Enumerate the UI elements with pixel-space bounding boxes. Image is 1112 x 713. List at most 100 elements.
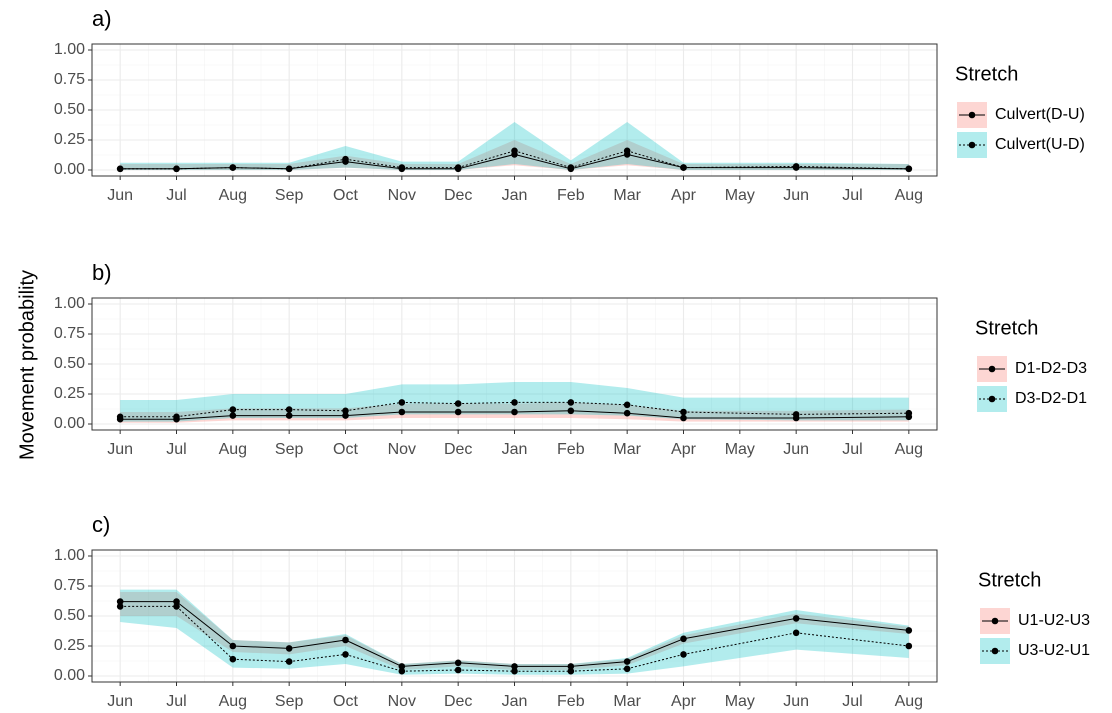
x-tick-label: Sep bbox=[275, 441, 304, 458]
line-segment bbox=[401, 401, 459, 405]
data-point bbox=[567, 164, 575, 171]
line-segment bbox=[458, 150, 515, 169]
data-point bbox=[623, 401, 631, 409]
x-tick-label: Oct bbox=[333, 187, 358, 204]
legend-label: D1-D2-D3 bbox=[1015, 360, 1087, 377]
y-axis-label: Movement probability bbox=[16, 270, 38, 460]
data-point bbox=[680, 651, 687, 658]
confidence-band bbox=[120, 400, 177, 422]
confidence-band bbox=[176, 592, 233, 652]
legend-label: D3-D2-D1 bbox=[1015, 390, 1087, 407]
data-point bbox=[229, 164, 237, 171]
panel-title: b) bbox=[92, 260, 112, 285]
panel-title: c) bbox=[92, 512, 110, 537]
line-segment bbox=[176, 606, 234, 660]
panel-border bbox=[91, 297, 938, 431]
confidence-band bbox=[514, 664, 571, 675]
x-tick-label: Jan bbox=[502, 693, 528, 710]
y-tick-label: 0.75 bbox=[54, 325, 85, 342]
y-tick-label: 0.25 bbox=[54, 385, 85, 402]
line-segment bbox=[345, 158, 402, 169]
x-tick-label: Nov bbox=[388, 187, 416, 204]
x-tick-label: Sep bbox=[275, 187, 304, 204]
legend-key-point bbox=[988, 395, 996, 403]
x-tick-label: Aug bbox=[219, 693, 247, 710]
data-point bbox=[905, 165, 913, 173]
legend-title: Stretch bbox=[955, 63, 1018, 85]
data-point bbox=[398, 667, 406, 675]
x-tick-label: Jun bbox=[783, 441, 809, 458]
data-point bbox=[905, 627, 913, 634]
line-segment bbox=[401, 669, 459, 672]
x-tick-label: Apr bbox=[671, 693, 697, 710]
line-segment bbox=[627, 412, 684, 419]
data-point bbox=[905, 642, 913, 650]
x-tick-label: Jul bbox=[842, 441, 862, 458]
y-tick-label: 0.50 bbox=[54, 101, 85, 118]
x-tick-label: Jan bbox=[502, 441, 528, 458]
line-segment bbox=[458, 662, 515, 667]
confidence-band bbox=[345, 146, 402, 170]
data-point bbox=[511, 663, 518, 670]
confidence-band bbox=[232, 408, 290, 421]
data-point bbox=[511, 399, 518, 406]
confidence-band bbox=[570, 382, 628, 416]
data-point bbox=[173, 603, 180, 610]
confidence-band bbox=[627, 632, 684, 674]
line-segment bbox=[289, 409, 346, 412]
data-point bbox=[680, 164, 687, 171]
x-tick-label: Oct bbox=[333, 441, 358, 458]
x-tick-label: Oct bbox=[333, 693, 358, 710]
line-segment bbox=[627, 150, 684, 169]
x-tick-label: Jun bbox=[107, 187, 133, 204]
confidence-band bbox=[401, 403, 459, 418]
confidence-band bbox=[570, 140, 628, 170]
confidence-band bbox=[120, 162, 177, 170]
confidence-band bbox=[458, 660, 515, 670]
data-point bbox=[285, 658, 293, 665]
legend-title: Stretch bbox=[975, 317, 1038, 339]
data-point bbox=[173, 413, 180, 421]
x-tick-label: Apr bbox=[671, 441, 697, 458]
confidence-band bbox=[627, 404, 684, 422]
data-point bbox=[342, 407, 349, 415]
line-segment bbox=[514, 153, 571, 170]
data-point bbox=[285, 645, 293, 652]
x-tick-label: Jul bbox=[166, 693, 186, 710]
x-tick-label: Jul bbox=[166, 441, 186, 458]
data-point bbox=[342, 636, 349, 644]
confidence-band bbox=[401, 161, 459, 170]
line-segment bbox=[232, 167, 290, 170]
line-segment bbox=[514, 410, 571, 413]
data-point bbox=[623, 409, 631, 417]
line-segment bbox=[176, 167, 233, 170]
confidence-band bbox=[796, 613, 909, 634]
data-point bbox=[454, 164, 462, 171]
data-point bbox=[680, 408, 687, 416]
x-tick-label: Jun bbox=[107, 693, 133, 710]
x-tick-label: Dec bbox=[444, 187, 472, 204]
line-segment bbox=[683, 632, 797, 655]
line-segment bbox=[345, 161, 402, 170]
y-tick-label: 0.00 bbox=[54, 415, 85, 432]
line-segment bbox=[796, 617, 909, 631]
confidence-band bbox=[345, 634, 402, 675]
data-point bbox=[398, 164, 406, 171]
line-segment bbox=[570, 668, 628, 672]
data-point bbox=[116, 165, 124, 173]
confidence-band bbox=[401, 660, 459, 670]
line-segment bbox=[176, 601, 234, 647]
data-point bbox=[229, 642, 237, 650]
data-point bbox=[398, 408, 406, 416]
data-point bbox=[567, 667, 575, 675]
confidence-band bbox=[289, 635, 346, 655]
line-segment bbox=[570, 153, 628, 170]
data-point bbox=[342, 651, 349, 658]
data-point bbox=[285, 406, 293, 413]
x-tick-label: Aug bbox=[219, 441, 247, 458]
confidence-band bbox=[796, 397, 909, 421]
x-tick-label: Sep bbox=[275, 693, 304, 710]
line-segment bbox=[458, 669, 515, 672]
data-point bbox=[792, 163, 800, 170]
